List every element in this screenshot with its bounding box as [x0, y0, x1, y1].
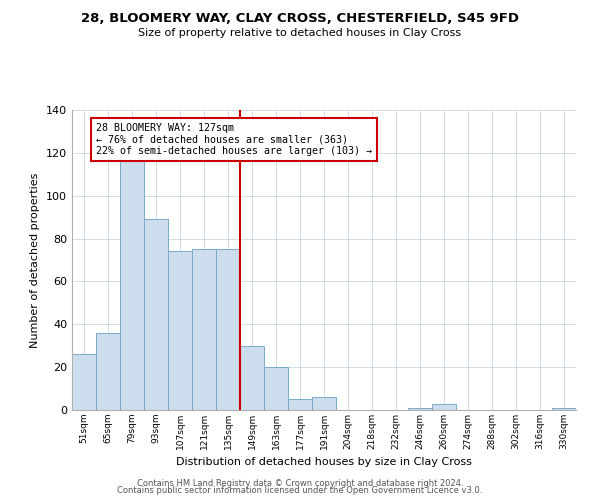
Bar — [168, 252, 192, 410]
Bar — [264, 367, 288, 410]
Bar — [552, 408, 576, 410]
Bar — [432, 404, 456, 410]
X-axis label: Distribution of detached houses by size in Clay Cross: Distribution of detached houses by size … — [176, 458, 472, 468]
Bar — [312, 397, 336, 410]
Text: 28 BLOOMERY WAY: 127sqm
← 76% of detached houses are smaller (363)
22% of semi-d: 28 BLOOMERY WAY: 127sqm ← 76% of detache… — [96, 123, 372, 156]
Y-axis label: Number of detached properties: Number of detached properties — [31, 172, 40, 348]
Text: Size of property relative to detached houses in Clay Cross: Size of property relative to detached ho… — [139, 28, 461, 38]
Bar — [240, 346, 264, 410]
Text: Contains HM Land Registry data © Crown copyright and database right 2024.: Contains HM Land Registry data © Crown c… — [137, 478, 463, 488]
Bar — [72, 354, 96, 410]
Bar — [216, 250, 240, 410]
Bar — [144, 220, 168, 410]
Bar — [120, 157, 144, 410]
Bar — [192, 250, 216, 410]
Text: Contains public sector information licensed under the Open Government Licence v3: Contains public sector information licen… — [118, 486, 482, 495]
Bar — [408, 408, 432, 410]
Bar — [96, 333, 120, 410]
Text: 28, BLOOMERY WAY, CLAY CROSS, CHESTERFIELD, S45 9FD: 28, BLOOMERY WAY, CLAY CROSS, CHESTERFIE… — [81, 12, 519, 26]
Bar — [288, 400, 312, 410]
